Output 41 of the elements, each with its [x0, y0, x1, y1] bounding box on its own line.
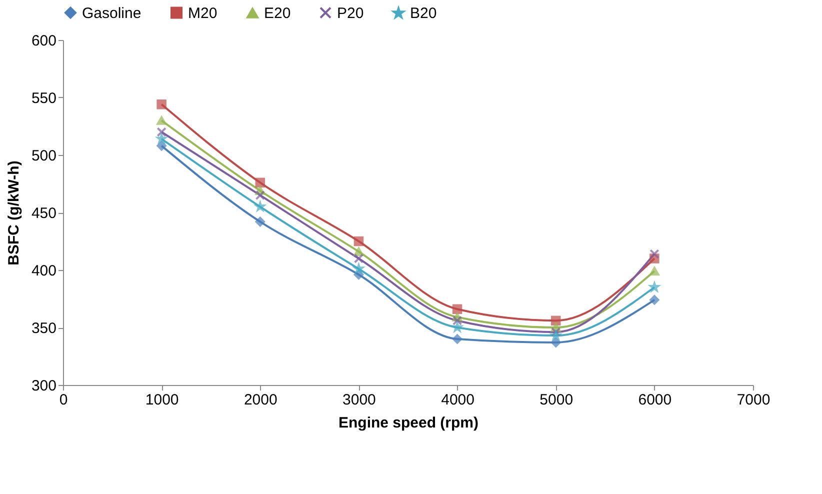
point — [156, 100, 166, 110]
y-axis-title: BSFC (g/kW-h) — [5, 160, 22, 266]
point — [156, 140, 166, 151]
point — [354, 236, 364, 246]
point — [550, 327, 561, 337]
x-tick-label: 6000 — [638, 392, 672, 408]
point — [650, 249, 660, 259]
point — [452, 334, 462, 344]
y-tick-label: 350 — [31, 320, 56, 337]
x-tick-label: 0 — [59, 392, 68, 408]
point — [452, 316, 462, 326]
point — [354, 254, 364, 264]
x-tick-label: 2000 — [244, 392, 278, 408]
point — [550, 338, 561, 348]
x-tick-label: 7000 — [736, 392, 770, 408]
y-tick-label: 450 — [31, 205, 56, 222]
x-axis-title: Engine speed (rpm) — [338, 414, 479, 432]
x-tick-label: 5000 — [540, 392, 574, 408]
point — [156, 116, 166, 125]
point — [354, 247, 364, 256]
point — [156, 127, 166, 137]
x-tick-label: 4000 — [441, 392, 474, 408]
point — [255, 216, 266, 227]
y-tick-label: 500 — [31, 148, 56, 164]
y-tick-label: 600 — [31, 32, 56, 50]
y-tick-label: 550 — [31, 90, 56, 107]
legend-label: B20 — [410, 5, 437, 22]
y-tick-label: 400 — [31, 262, 56, 280]
point — [255, 178, 266, 188]
legend-label: E20 — [264, 5, 291, 22]
point — [255, 190, 266, 200]
y-tick-label: 300 — [31, 378, 56, 394]
legend-label: M20 — [188, 4, 218, 22]
point — [452, 304, 462, 314]
point — [650, 266, 660, 276]
point — [550, 316, 561, 326]
legend-label: Gasoline — [82, 4, 142, 22]
point — [650, 295, 660, 305]
x-tick-label: 1000 — [145, 392, 179, 408]
x-tick-label: 3000 — [342, 392, 376, 408]
legend-label: P20 — [337, 4, 364, 22]
